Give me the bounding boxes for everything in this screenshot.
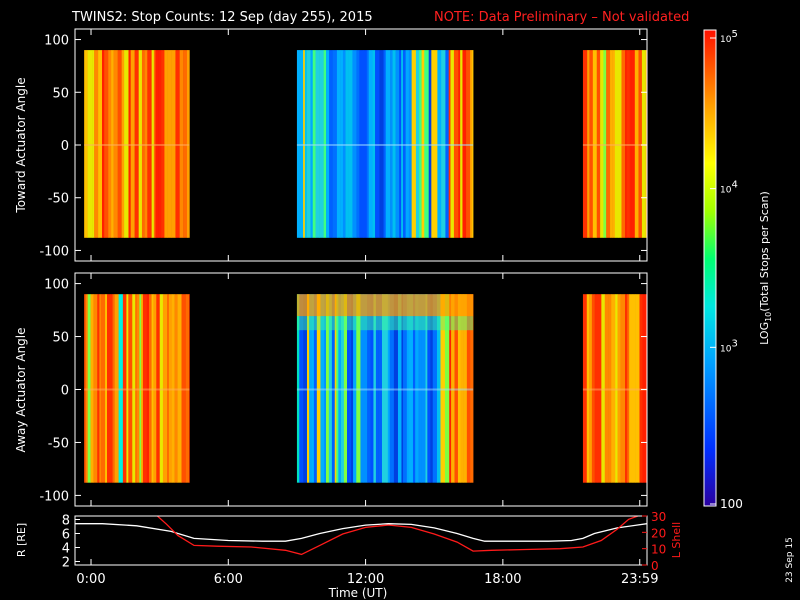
away-ytick-label: -100: [39, 489, 69, 504]
away-ytick-label: -50: [48, 436, 69, 451]
orbit-ylabel-right: L Shell: [670, 522, 683, 558]
away-ylabel: Away Actuator Angle: [14, 327, 28, 452]
x-tick-label: 23:59: [621, 572, 658, 587]
x-tick-label: 0:00: [76, 572, 105, 587]
orbit-left-tick-label: 4: [62, 542, 70, 557]
orbit-right-tick-label: 30: [651, 510, 666, 524]
chart-title: TWINS2: Stop Counts: 12 Sep (day 255), 2…: [71, 10, 373, 25]
toward-data-block-2: [582, 50, 648, 238]
colorbar-gradient: [703, 29, 717, 507]
radius-series-line: [75, 523, 647, 542]
x-tick-label: 6:00: [214, 572, 243, 587]
orbit-left-tick-label: 8: [62, 514, 70, 529]
colorbar-tick-label: 105: [720, 29, 738, 45]
colorbar: 105 104 103 100 LOG10(Total Stops per Scan): [703, 29, 773, 511]
toward-ytick-label: -100: [39, 244, 69, 259]
away-data-block-1: [296, 294, 474, 483]
orbit-right-tick-label: 20: [651, 526, 666, 540]
colorbar-tick-label: 103: [720, 338, 738, 354]
x-tick-label: 12:00: [347, 572, 384, 587]
toward-ytick-label: 100: [44, 34, 69, 49]
toward-ytick-label: 50: [52, 86, 69, 101]
toward-coverage-group: [84, 50, 648, 238]
orbit-left-tick-label: 2: [62, 556, 70, 571]
away-heatmap-panel: 100 50 0 -50 -100: [39, 272, 648, 507]
orbit-right-tick-label: 0: [651, 559, 659, 573]
orbit-left-tick-label: 6: [62, 528, 70, 543]
toward-ytick-label: -50: [48, 192, 69, 207]
colorbar-tick-label: 100: [720, 497, 743, 511]
orbit-ylabel-left: R [RE]: [15, 523, 28, 557]
lshell-series-line: [156, 516, 640, 556]
toward-data-block-0: [84, 50, 190, 238]
toward-heatmap-panel: 100 50 0 -50 -100: [39, 28, 648, 262]
date-stamp: 23 Sep 15: [785, 537, 795, 583]
x-tick-label: 18:00: [484, 572, 521, 587]
toward-data-block-1: [296, 50, 474, 238]
orbit-right-tick-label: 10: [651, 543, 666, 557]
orbit-plot-frame: [74, 515, 648, 566]
away-ytick-label: 0: [61, 384, 69, 399]
away-ytick-label: 100: [44, 278, 69, 293]
away-ytick-label: 50: [52, 331, 69, 346]
x-axis-label: Time (UT): [328, 586, 388, 600]
away-data-block-2: [582, 294, 648, 483]
toward-ytick-label: 0: [61, 139, 69, 154]
toward-ylabel: Toward Actuator Angle: [14, 77, 28, 213]
away-coverage-group: [84, 294, 648, 483]
colorbar-tick-label: 104: [720, 180, 738, 196]
away-data-block-0: [84, 294, 190, 483]
chart-note: NOTE: Data Preliminary – Not validated: [434, 10, 689, 25]
colorbar-label: LOG10(Total Stops per Scan): [758, 191, 773, 345]
